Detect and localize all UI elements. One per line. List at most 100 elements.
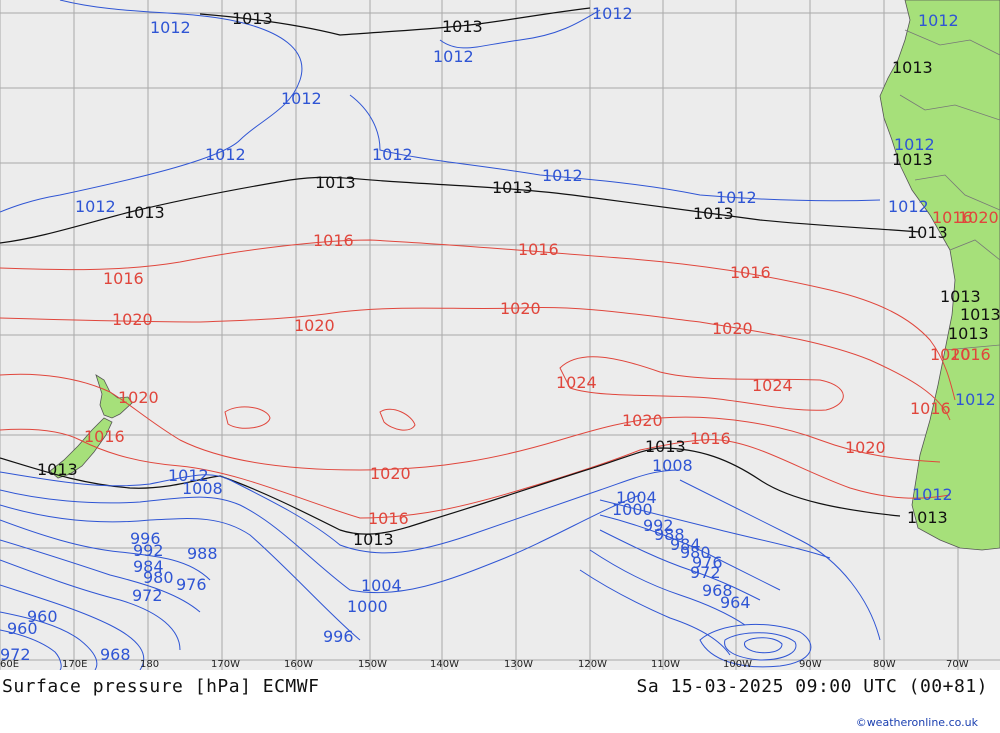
isobar-label: 1013 [948,324,989,343]
isobar-label: 980 [680,543,711,562]
isobar-label: 1013 [693,204,734,223]
isobar-label: 980 [143,568,174,587]
longitude-label: 130W [504,659,533,670]
isobar-label: 1012 [75,197,116,216]
longitude-label: 70W [946,659,969,670]
isobar-label: 992 [643,516,674,535]
longitude-label: 140W [430,659,459,670]
isobar-label: 988 [654,525,685,544]
isobar-label: 1013 [315,173,356,192]
isobar-label: 1013 [492,178,533,197]
isobar-label: 1016 [103,269,144,288]
new-zealand-north-island [95,374,133,419]
isobars-low [0,0,881,670]
map-title: Surface pressure [hPa] ECMWF [2,676,320,697]
valid-time: Sa 15-03-2025 09:00 UTC (00+81) [636,676,988,697]
new-zealand-south-island [49,417,113,479]
isobar-label: 1016 [313,231,354,250]
longitude-label: 100W [723,659,752,670]
isobar-label: 1020 [622,411,663,430]
isobar-label: 1004 [361,576,402,595]
isobar-label: 1012 [372,145,413,164]
isobar-label: 1016 [950,345,991,364]
isobar-label: 1020 [712,319,753,338]
isobar-label: 1013 [645,437,686,456]
isobar-label: 1000 [347,597,388,616]
isobar-label: 968 [100,645,131,664]
isobar-label: 996 [130,529,161,548]
isobar-label: 972 [0,645,31,664]
isobar-label: 988 [187,544,218,563]
isobar-label: 1020 [294,316,335,335]
isobar-label: 1016 [730,263,771,282]
isobar-label: 972 [690,563,721,582]
isobar-label: 1020 [500,299,541,318]
longitude-label: 60E [0,659,19,670]
land [49,0,1000,551]
isobar-label: 1024 [556,373,597,392]
longitude-label: 180 [140,659,159,670]
isobar-label: 1012 [716,188,757,207]
isobar-label: 1016 [518,240,559,259]
pressure-map: 1013 1013 1013 1013 1013 1013 1013 1013 … [0,0,1000,670]
isobar-label: 1016 [932,208,973,227]
isobar-label: 996 [323,627,354,646]
longitude-labels: 60E 170E 180 170W 160W 150W 140W 130W 12… [0,659,969,670]
isobar-label: 1013 [442,17,483,36]
isobar-labels-1013: 1013 1013 1013 1013 1013 1013 1013 1013 … [37,9,1000,549]
isobar-label: 976 [176,575,207,594]
country-borders [899,29,1000,351]
isobar-label: 968 [702,581,733,600]
isobar-labels-low: 1012 1012 1012 1012 1012 1012 1012 1012 … [0,4,996,664]
longitude-label: 160W [284,659,313,670]
isobar-label: 1020 [118,388,159,407]
isobar-label: 1013 [907,223,948,242]
isobar-label: 1012 [888,197,929,216]
isobar-label: 1016 [368,509,409,528]
isobar-label: 1013 [907,508,948,527]
longitude-label: 170E [62,659,87,670]
isobar-label: 1012 [542,166,583,185]
isobar-label: 1012 [918,11,959,30]
isobars-1013 [0,7,921,535]
isobar-label: 1020 [845,438,886,457]
isobar-label: 1013 [37,460,78,479]
isobar-label: 976 [692,553,723,572]
isobar-label: 960 [7,619,38,638]
isobar-label: 1013 [232,9,273,28]
isobar-label: 1004 [616,488,657,507]
longitude-label: 150W [358,659,387,670]
longitude-label: 80W [873,659,896,670]
isobar-label: 1013 [892,58,933,77]
isobar-label: 1016 [84,427,125,446]
longitude-label: 170W [211,659,240,670]
isobar-label: 1012 [592,4,633,23]
isobar-label: 960 [27,607,58,626]
isobar-label: 964 [720,593,751,612]
isobars-high [0,239,956,519]
longitude-label: 110W [651,659,680,670]
isobar-label: 1000 [612,500,653,519]
credit-link[interactable]: ©weatheronline.co.uk [855,716,978,729]
isobar-label: 1020 [112,310,153,329]
isobar-label: 1012 [955,390,996,409]
isobar-label: 1013 [940,287,981,306]
south-america [879,0,1000,551]
isobar-label: 984 [670,535,701,554]
isobar-label: 1020 [958,208,999,227]
isobar-label: 1008 [182,479,223,498]
isobar-label: 1013 [892,150,933,169]
isobar-label: 1020 [370,464,411,483]
isobar-label: 1013 [353,530,394,549]
graticule [0,0,1000,670]
isobar-label: 1013 [960,305,1000,324]
isobar-label: 1012 [912,485,953,504]
isobar-label: 1012 [894,135,935,154]
longitude-label: 120W [578,659,607,670]
isobar-label: 1008 [652,456,693,475]
isobar-label: 1020 [930,345,971,364]
isobar-label: 1016 [910,399,951,418]
isobar-label: 984 [133,557,164,576]
isobar-label: 972 [132,586,163,605]
isobar-label: 1012 [281,89,322,108]
